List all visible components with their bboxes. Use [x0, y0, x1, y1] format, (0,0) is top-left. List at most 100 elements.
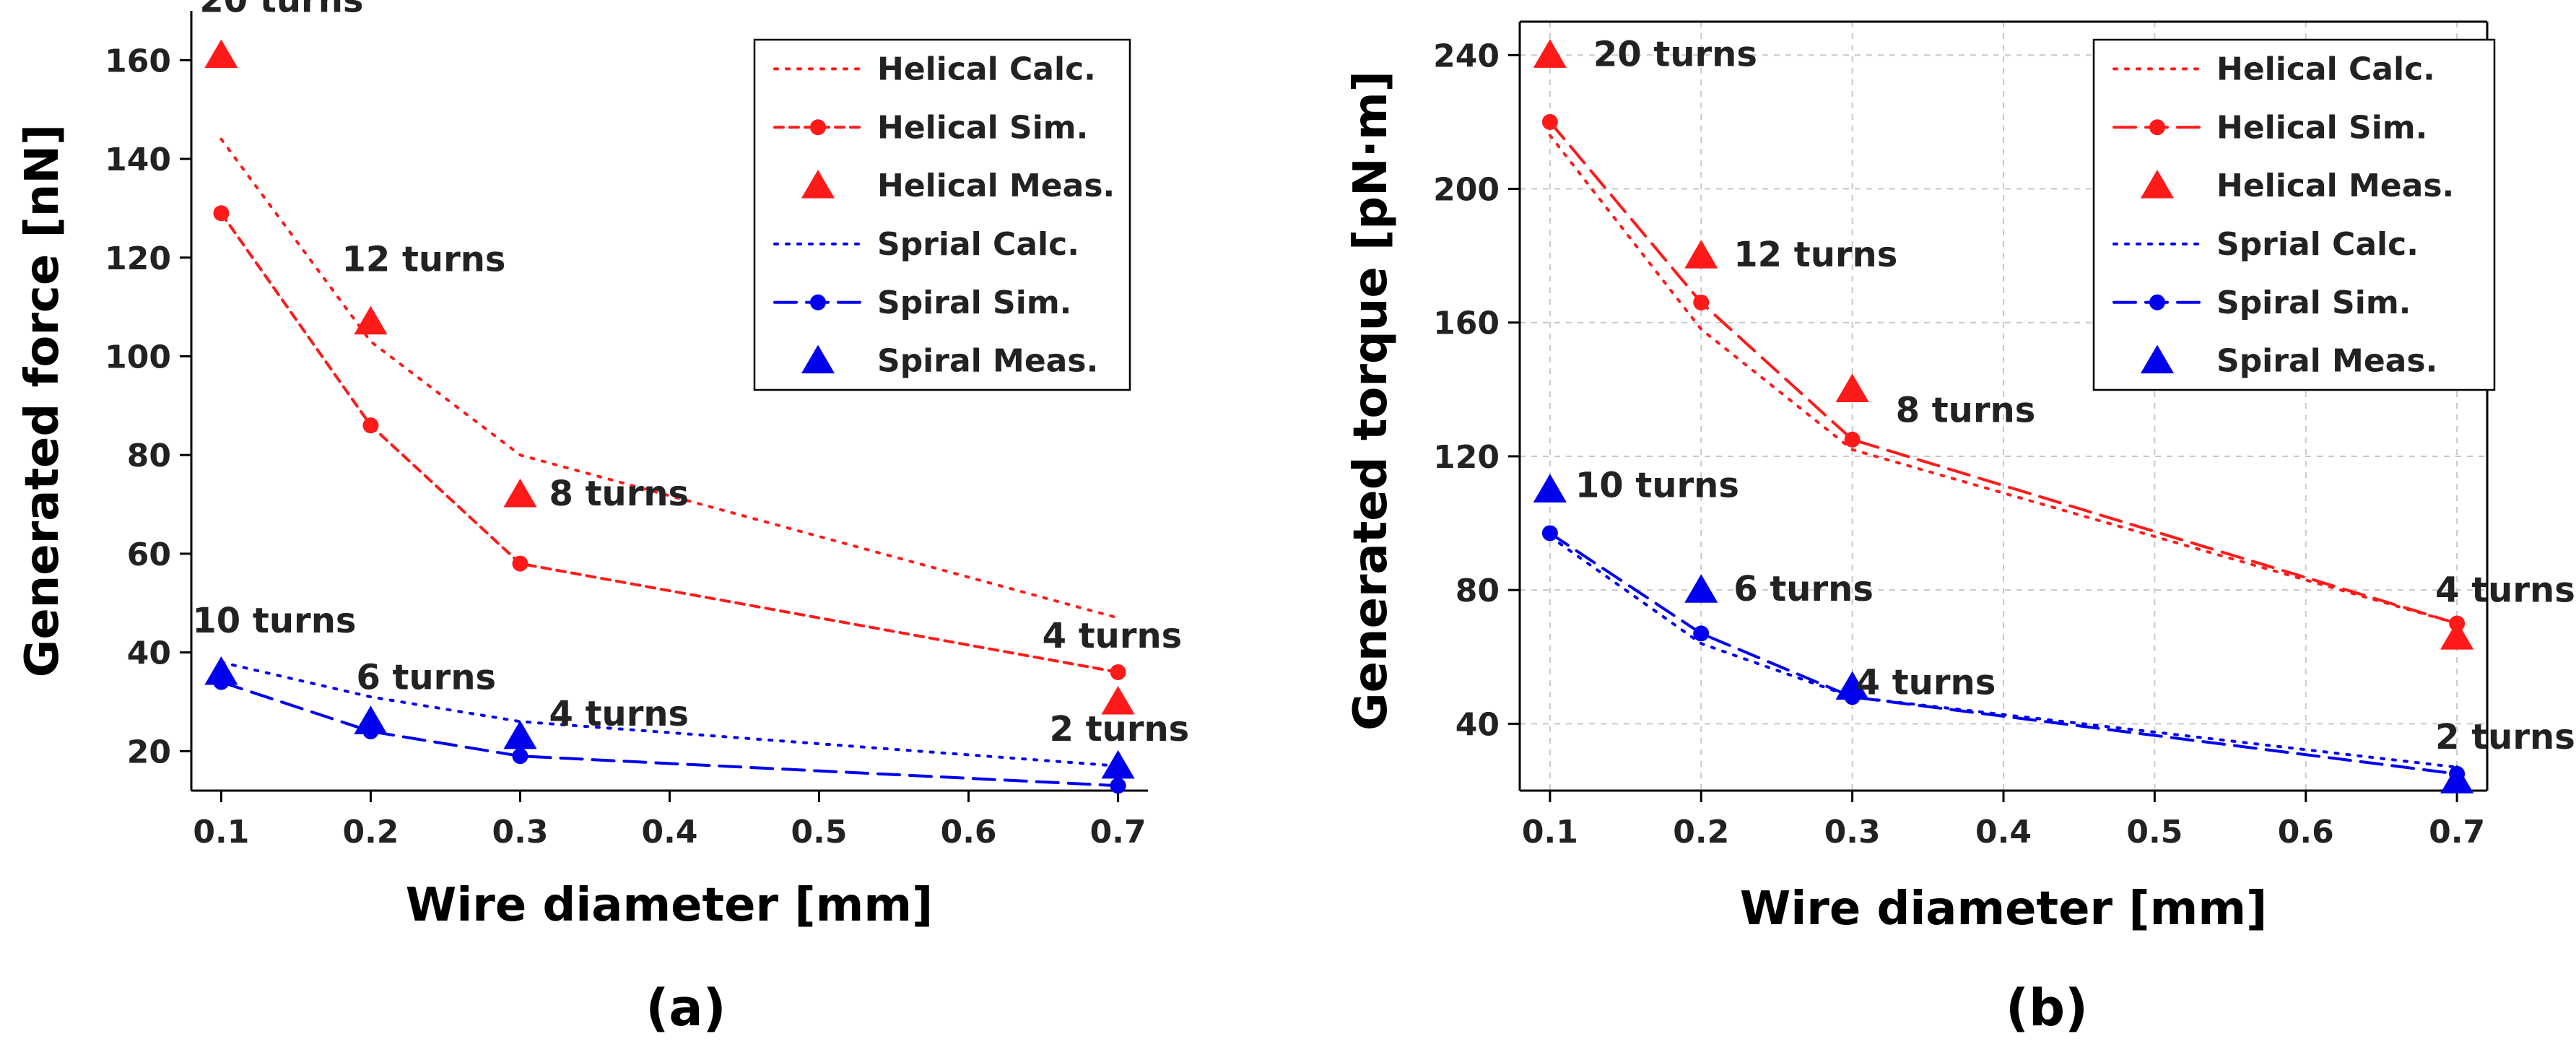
x-tick-label: 0.1 — [1522, 814, 1578, 851]
panel-label: (b) — [2006, 978, 2088, 1038]
y-axis-title: Generated force [nN] — [16, 124, 69, 677]
turns-annotation: 2 turns — [2435, 717, 2575, 757]
data-point-triangle — [1533, 474, 1567, 503]
data-point — [1693, 294, 1710, 310]
y-tick-label: 120 — [1433, 439, 1500, 476]
data-point-triangle — [354, 705, 388, 734]
data-point — [362, 417, 379, 434]
data-point — [1541, 113, 1558, 130]
legend-marker — [2149, 119, 2165, 136]
legend-label: Spiral Sim. — [2216, 284, 2411, 321]
turns-annotation: 12 turns — [1733, 235, 1897, 275]
data-point-triangle — [503, 720, 537, 749]
data-point-triangle — [2440, 765, 2474, 794]
turns-annotation: 12 turns — [341, 240, 505, 280]
y-tick-label: 100 — [105, 339, 171, 375]
x-tick-label: 0.6 — [941, 814, 997, 851]
x-tick-label: 0.7 — [2429, 814, 2485, 851]
series-spiral-sim — [1541, 525, 2466, 782]
x-tick-label: 0.2 — [342, 814, 399, 851]
series-spiral-meas — [1533, 474, 2474, 794]
legend-label: Helical Meas. — [877, 168, 1115, 204]
legend-marker — [2149, 294, 2165, 310]
y-axis-title: Generated torque [pN·m] — [1344, 71, 1398, 731]
x-tick-label: 0.5 — [2126, 814, 2183, 851]
legend: Helical Calc. Helical Sim. Helical Meas. Sp… — [753, 38, 1131, 391]
x-tick-label: 0.7 — [1090, 814, 1146, 851]
turns-annotation: 4 turns — [549, 694, 689, 734]
series-helical-sim — [213, 205, 1126, 680]
series-line — [219, 212, 1120, 674]
legend-item: Spiral Sim. — [2112, 284, 2411, 321]
series-sprial-calc — [1548, 535, 2459, 769]
turns-annotation: 20 turns — [199, 0, 363, 21]
x-tick-label: 0.5 — [791, 814, 848, 851]
legend-item: Helical Sim. — [2112, 109, 2427, 146]
legend-label: Helical Sim. — [877, 109, 1088, 146]
x-tick-label: 0.2 — [1673, 814, 1729, 851]
y-tick-label: 80 — [127, 438, 171, 474]
legend-marker — [2140, 170, 2175, 199]
y-tick-label: 140 — [105, 142, 171, 178]
turns-annotation: 4 turns — [2435, 570, 2575, 610]
series-line — [1548, 535, 2459, 769]
legend-label: Spiral Meas. — [2216, 343, 2437, 380]
data-point-triangle — [204, 656, 238, 685]
y-tick-label: 120 — [105, 240, 171, 277]
data-point-triangle — [503, 478, 537, 508]
data-point — [213, 205, 230, 222]
legend-label: Helical Calc. — [2216, 51, 2435, 87]
series-line — [1548, 134, 2459, 625]
turns-annotation: 6 turns — [1733, 569, 1874, 609]
y-tick-label: 240 — [1433, 38, 1500, 74]
x-tick-label: 0.4 — [1975, 814, 2032, 851]
series-line — [219, 680, 1120, 788]
data-point — [1110, 664, 1126, 680]
data-point-triangle — [1835, 671, 1869, 700]
turns-annotation: 8 turns — [549, 474, 689, 514]
x-axis-title: Wire diameter [mm] — [1740, 882, 2268, 936]
legend-item: Spiral Meas. — [801, 343, 1098, 380]
legend: Helical Calc. Helical Sim. Helical Meas. Sp… — [2092, 38, 2496, 391]
legend-box — [2092, 38, 2496, 391]
data-point-triangle — [354, 305, 388, 335]
x-tick-label: 0.4 — [642, 814, 698, 851]
y-tick-label: 80 — [1455, 573, 1500, 609]
legend-item: Helical Sim. — [773, 109, 1088, 146]
legend-item: Sprial Calc. — [773, 226, 1079, 263]
legend-label: Sprial Calc. — [2216, 226, 2419, 263]
data-point-triangle — [1684, 574, 1718, 603]
data-point-triangle — [1533, 39, 1567, 68]
data-point — [1110, 778, 1126, 794]
y-tick-label: 60 — [127, 536, 171, 573]
y-tick-label: 40 — [1455, 706, 1500, 743]
data-point-triangle — [1101, 685, 1135, 715]
series-helical-meas — [1533, 39, 2474, 650]
chart-a: 0.1 0.2 0.3 0.4 0.5 0.6 0.7 20 40 60 80 100 120 140 16… — [16, 0, 1189, 1038]
data-point — [512, 555, 528, 572]
turns-annotation: 4 turns — [1043, 616, 1183, 656]
x-tick-label: 0.6 — [2278, 814, 2334, 851]
turns-annotation: 10 turns — [1575, 465, 1739, 505]
series-line — [1548, 120, 2459, 625]
data-point-triangle — [1101, 749, 1135, 779]
legend-label: Helical Calc. — [877, 51, 1096, 87]
x-axis-title: Wire diameter [mm] — [406, 879, 934, 932]
legend-item: Spiral Meas. — [2140, 343, 2437, 380]
y-tick-label: 160 — [105, 43, 171, 79]
data-point-triangle — [2440, 621, 2474, 650]
series-helical-calc — [1548, 134, 2459, 625]
turns-annotation: 8 turns — [1896, 390, 2036, 430]
series-line — [219, 137, 1120, 620]
y-tick-label: 160 — [1433, 305, 1500, 342]
legend-marker — [2140, 344, 2175, 374]
legend-label: Helical Meas. — [2216, 168, 2454, 204]
series-sprial-calc — [219, 661, 1120, 768]
data-point — [1541, 525, 1558, 542]
x-tick-label: 0.3 — [492, 814, 548, 851]
x-tick-label: 0.1 — [193, 814, 249, 851]
legend-item: Helical Calc. — [2112, 51, 2435, 87]
legend-marker — [801, 344, 835, 374]
series-helical-calc — [219, 137, 1120, 620]
